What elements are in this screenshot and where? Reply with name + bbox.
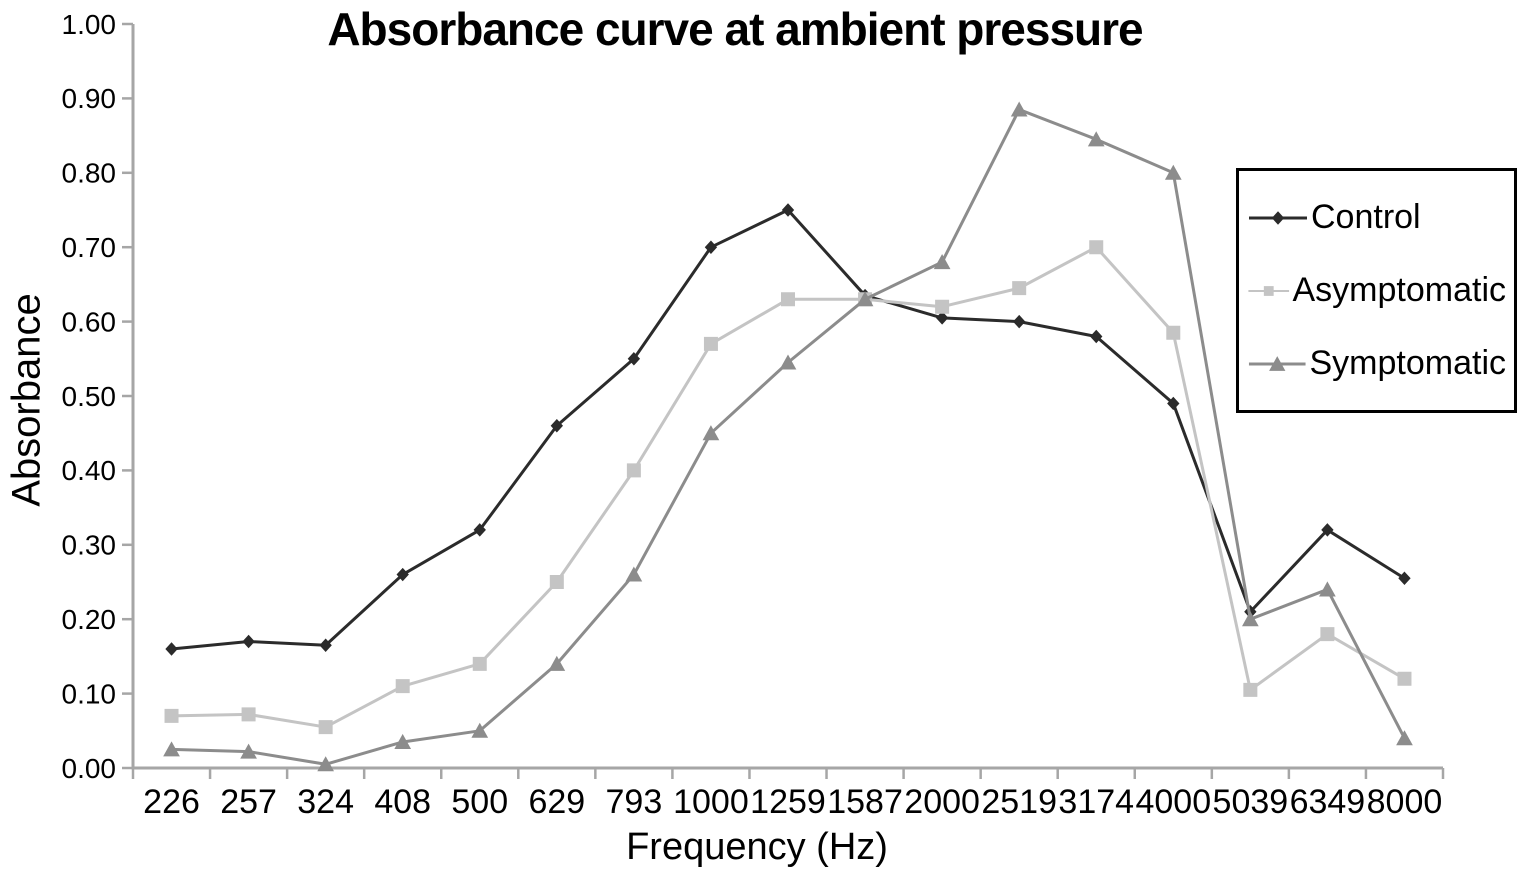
symptomatic-triangle-icon xyxy=(1248,355,1306,371)
x-tick-label: 793 xyxy=(606,783,663,821)
series-line-control xyxy=(171,208,1406,651)
asymptomatic-square-marker xyxy=(1243,682,1258,697)
symptomatic-triangle-marker xyxy=(625,566,643,582)
x-axis-title: Frequency (Hz) xyxy=(626,826,888,868)
x-tick-label: 5039 xyxy=(1213,783,1289,821)
chart-title: Absorbance curve at ambient pressure xyxy=(327,3,1143,55)
symptomatic-triangle-marker xyxy=(471,722,489,738)
asymptomatic-square-marker xyxy=(1012,281,1027,296)
symptomatic-triangle-marker xyxy=(933,254,951,270)
asymptomatic-square-marker xyxy=(626,463,641,478)
x-tick-label: 2519 xyxy=(981,783,1057,821)
chart-legend: Control Asymptomatic Symptomatic xyxy=(1236,168,1517,413)
symptomatic-triangle-marker xyxy=(702,425,720,441)
symptomatic-triangle-marker xyxy=(163,741,180,757)
control-diamond-marker xyxy=(935,311,949,325)
legend-label-symptomatic: Symptomatic xyxy=(1309,344,1507,382)
symptomatic-triangle-marker xyxy=(1242,611,1259,627)
control-diamond-marker xyxy=(1167,396,1180,411)
asymptomatic-square-marker xyxy=(935,299,950,314)
x-tick-label: 1587 xyxy=(827,783,903,821)
control-diamond-marker xyxy=(627,352,641,366)
x-tick-label: 629 xyxy=(528,783,585,821)
legend-item-symptomatic: Symptomatic xyxy=(1247,344,1506,383)
x-tick-label: 8000 xyxy=(1367,783,1443,821)
control-diamond-marker xyxy=(781,203,795,217)
asymptomatic-square-icon xyxy=(1248,285,1290,296)
control-diamond-marker xyxy=(165,642,178,656)
y-tick-label: 0.50 xyxy=(62,381,117,412)
legend-label-asymptomatic: Asymptomatic xyxy=(1292,271,1507,309)
x-tick-label: 4000 xyxy=(1135,783,1211,821)
control-diamond-marker xyxy=(550,419,564,433)
asymptomatic-square-marker xyxy=(781,292,795,307)
symptomatic-triangle-marker xyxy=(317,756,334,772)
control-diamond-marker xyxy=(1398,571,1411,586)
asymptomatic-square-marker xyxy=(1166,325,1181,340)
control-diamond-marker xyxy=(396,567,409,582)
x-tick-label: 1259 xyxy=(750,783,826,821)
legend-label-control: Control xyxy=(1311,198,1421,236)
y-tick-label: 0.10 xyxy=(62,678,117,709)
asymptomatic-square-marker xyxy=(1089,240,1104,255)
x-tick-label: 2000 xyxy=(904,783,980,821)
asymptomatic-square-marker xyxy=(472,656,487,671)
symptomatic-triangle-marker xyxy=(1087,131,1105,147)
x-tick-label: 324 xyxy=(297,783,354,821)
x-tick-label: 1000 xyxy=(673,783,749,821)
symptomatic-triangle-marker xyxy=(856,291,874,307)
x-tick-label: 257 xyxy=(220,783,277,821)
asymptomatic-square-marker xyxy=(1397,671,1412,686)
y-tick-label: 0.70 xyxy=(62,232,117,263)
control-diamond-marker xyxy=(1013,314,1026,329)
control-diamond-marker xyxy=(319,638,332,652)
asymptomatic-square-marker xyxy=(549,575,564,589)
legend-item-asymptomatic: Asymptomatic xyxy=(1247,271,1506,310)
asymptomatic-square-marker xyxy=(318,720,333,735)
symptomatic-triangle-marker xyxy=(240,743,257,759)
y-tick-label: 0.40 xyxy=(62,455,117,486)
asymptomatic-square-marker xyxy=(241,707,256,722)
control-diamond-icon xyxy=(1249,210,1307,225)
control-diamond-marker xyxy=(242,634,255,649)
control-diamond-marker xyxy=(473,523,486,537)
control-diamond-marker xyxy=(1090,329,1103,344)
control-diamond-marker xyxy=(1321,523,1334,537)
symptomatic-triangle-marker xyxy=(548,655,566,671)
symptomatic-triangle-marker xyxy=(1319,581,1336,597)
x-tick-label: 3174 xyxy=(1058,783,1134,821)
symptomatic-triangle-marker xyxy=(779,354,797,370)
y-tick-label: 0.60 xyxy=(62,306,117,337)
legend-item-control: Control xyxy=(1247,198,1506,237)
x-tick-label: 500 xyxy=(451,783,508,821)
asymptomatic-square-marker xyxy=(1320,627,1335,642)
x-tick-label: 408 xyxy=(374,783,431,821)
y-tick-label: 0.20 xyxy=(62,604,117,635)
x-tick-label: 226 xyxy=(143,783,200,821)
symptomatic-triangle-marker xyxy=(1164,164,1182,180)
x-tick-label: 6349 xyxy=(1290,783,1366,821)
control-diamond-marker xyxy=(704,240,718,254)
y-tick-label: 0.00 xyxy=(62,753,117,784)
symptomatic-triangle-marker xyxy=(394,733,412,749)
asymptomatic-square-marker xyxy=(164,708,179,723)
symptomatic-triangle-marker xyxy=(1010,101,1028,117)
y-tick-label: 0.90 xyxy=(62,83,117,114)
asymptomatic-square-marker xyxy=(395,679,410,694)
asymptomatic-square-marker xyxy=(703,336,718,351)
y-tick-label: 0.80 xyxy=(62,158,117,189)
symptomatic-triangle-marker xyxy=(1396,730,1413,746)
series-line-asymptomatic xyxy=(171,245,1406,729)
y-tick-label: 1.00 xyxy=(62,9,117,40)
y-tick-label: 0.30 xyxy=(62,530,117,561)
